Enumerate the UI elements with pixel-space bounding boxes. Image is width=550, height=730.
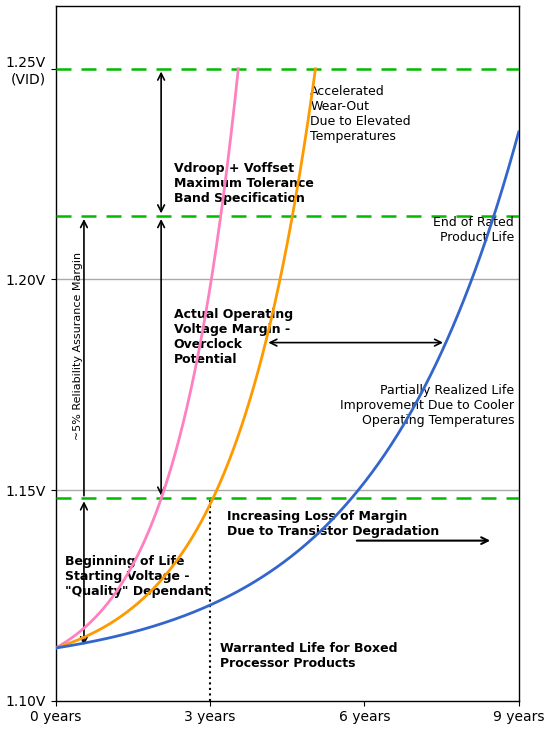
Text: Vdroop + Voffset
Maximum Tolerance
Band Specification: Vdroop + Voffset Maximum Tolerance Band … bbox=[174, 162, 314, 205]
Text: Warranted Life for Boxed
Processor Products: Warranted Life for Boxed Processor Produ… bbox=[220, 642, 398, 669]
Text: Increasing Loss of Margin
Due to Transistor Degradation: Increasing Loss of Margin Due to Transis… bbox=[227, 510, 439, 537]
Text: Actual Operating
Voltage Margin -
Overclock
Potential: Actual Operating Voltage Margin - Overcl… bbox=[174, 308, 293, 366]
Text: Accelerated
Wear-Out
Due to Elevated
Temperatures: Accelerated Wear-Out Due to Elevated Tem… bbox=[310, 85, 411, 144]
Text: Partially Realized Life
Improvement Due to Cooler
Operating Temperatures: Partially Realized Life Improvement Due … bbox=[340, 385, 514, 428]
Text: End of Rated
Product Life: End of Rated Product Life bbox=[433, 216, 514, 245]
Text: ~5% Reliability Assurance Margin: ~5% Reliability Assurance Margin bbox=[73, 252, 83, 440]
Text: Beginning of Life
Starting Voltage -
"Quality" Dependant: Beginning of Life Starting Voltage - "Qu… bbox=[65, 555, 210, 598]
